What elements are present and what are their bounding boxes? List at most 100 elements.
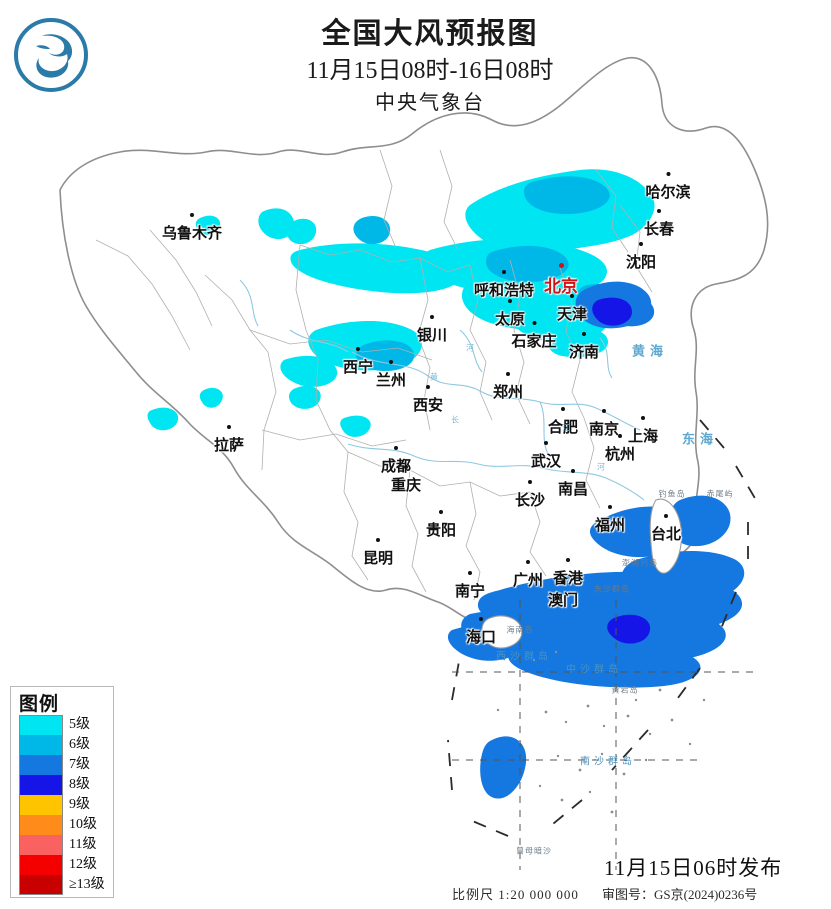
city-name: 长春: [643, 222, 675, 238]
city-label-33: 海口: [465, 617, 497, 647]
city-label-11: 西宁: [343, 347, 373, 377]
city-marker-dot: [507, 299, 512, 303]
city-label-18: 南京: [588, 409, 620, 439]
city-marker-dot: [601, 409, 606, 413]
river-label-0: 黄: [430, 372, 438, 382]
title-block: 全国大风预报图 11月15日08时-16日08时 中央气象台: [190, 14, 670, 118]
city-label-6: 天津: [556, 294, 588, 324]
city-name: 贵阳: [425, 523, 457, 539]
legend-label-5: 10级: [69, 817, 97, 832]
city-name: 呼和浩特: [473, 283, 535, 299]
city-marker-dot: [425, 385, 430, 389]
city-name: 兰州: [375, 373, 407, 389]
city-marker-dot: [560, 407, 565, 411]
city-name: 重庆: [390, 478, 422, 494]
legend-swatch-6: [19, 835, 63, 855]
city-name: 哈尔滨: [645, 185, 691, 201]
river-label-4: 河: [597, 462, 605, 472]
city-label-28: 昆明: [362, 538, 394, 568]
legend-label-4: 9级: [69, 797, 90, 812]
city-name: 香港: [552, 571, 584, 587]
city-name: 海口: [465, 630, 497, 646]
city-label-10: 银川: [417, 315, 447, 345]
city-marker-dot: [388, 360, 393, 364]
legend-swatch-0: [19, 715, 63, 735]
legend-swatch-4: [19, 795, 63, 815]
city-marker-dot: [607, 505, 612, 509]
issuing-agency: 中央气象台: [375, 92, 485, 114]
city-label-24: 长沙: [514, 480, 546, 510]
city-label-20: 杭州: [604, 434, 636, 464]
island-label-2: 澎湖列岛: [622, 558, 658, 568]
city-name: 南昌: [557, 482, 589, 498]
issue-time: 11月15日06时发布: [604, 856, 783, 880]
city-marker-dot: [355, 347, 360, 351]
city-marker-dot: [525, 560, 530, 564]
sea-label-1: 东海: [681, 431, 719, 447]
city-label-19: 上海: [628, 416, 658, 446]
city-marker-dot: [656, 209, 661, 213]
city-name: 福州: [594, 518, 626, 534]
city-marker-dot: [375, 538, 380, 542]
city-label-25: 贵阳: [425, 510, 457, 540]
city-marker-dot: [429, 315, 434, 319]
legend-box: 图例 5级 6级 7级 8级 9级 10级 11级 12级 ≥13级: [10, 686, 114, 898]
river-label-3: 江: [562, 423, 570, 433]
city-name: 杭州: [604, 447, 636, 463]
city-marker-dot: [527, 480, 532, 484]
river-label-2: 长: [451, 415, 459, 425]
island-label-4: 西沙群岛: [496, 651, 552, 663]
city-name: 太原: [494, 312, 526, 328]
city-label-1: 哈尔滨: [645, 172, 691, 202]
cma-dragon-logo: [12, 16, 90, 94]
city-name: 郑州: [492, 385, 524, 401]
city-marker-dot: [543, 441, 548, 445]
city-marker-dot: [663, 514, 668, 518]
city-label-15: 拉萨: [213, 425, 245, 455]
legend-label-2: 7级: [69, 757, 90, 772]
city-name: 南京: [588, 422, 620, 438]
city-label-22: 重庆: [390, 465, 422, 495]
city-marker-dot: [478, 617, 483, 621]
legend-label-7: 12级: [69, 857, 97, 872]
city-label-12: 兰州: [375, 360, 407, 390]
island-label-3: 海南岛: [506, 625, 534, 635]
city-name: 天津: [556, 307, 588, 323]
city-marker-dot: [403, 465, 408, 469]
city-marker-dot: [617, 434, 622, 438]
city-marker-dot: [501, 270, 506, 274]
city-name: 广州: [512, 573, 544, 589]
legend-label-0: 5级: [69, 717, 90, 732]
city-name: 成都: [380, 459, 412, 475]
city-label-23: 南昌: [557, 469, 589, 499]
sea-label-0: 黄海: [631, 343, 669, 359]
city-marker-dot: [467, 571, 472, 575]
city-marker-dot: [569, 294, 574, 298]
city-label-13: 郑州: [492, 372, 524, 402]
city-name: 济南: [568, 345, 600, 361]
legend-label-6: 11级: [69, 837, 97, 852]
legend-label-1: 6级: [69, 737, 90, 752]
city-marker-dot: [438, 510, 443, 514]
city-marker-dot: [638, 242, 643, 246]
legend-swatch-2: [19, 755, 63, 775]
city-label-26: 福州: [594, 505, 626, 535]
legend-label-3: 8级: [69, 777, 90, 792]
city-marker-dot: [531, 321, 536, 325]
city-label-4: 呼和浩特: [473, 270, 535, 300]
legend-label-8: ≥13级: [69, 877, 105, 892]
city-marker-dot: [570, 469, 575, 473]
city-name: 长沙: [514, 493, 546, 509]
city-name: 北京: [544, 277, 578, 296]
city-label-14: 西安: [413, 385, 443, 415]
city-name: 南宁: [454, 584, 486, 600]
page-title: 全国大风预报图: [321, 18, 539, 50]
city-name: 沈阳: [625, 255, 657, 271]
city-name: 台北: [650, 527, 682, 543]
city-name: 拉萨: [213, 438, 245, 454]
legend-swatch-1: [19, 735, 63, 755]
island-label-9: 曾母暗沙: [516, 846, 552, 856]
city-name: 昆明: [362, 551, 394, 567]
